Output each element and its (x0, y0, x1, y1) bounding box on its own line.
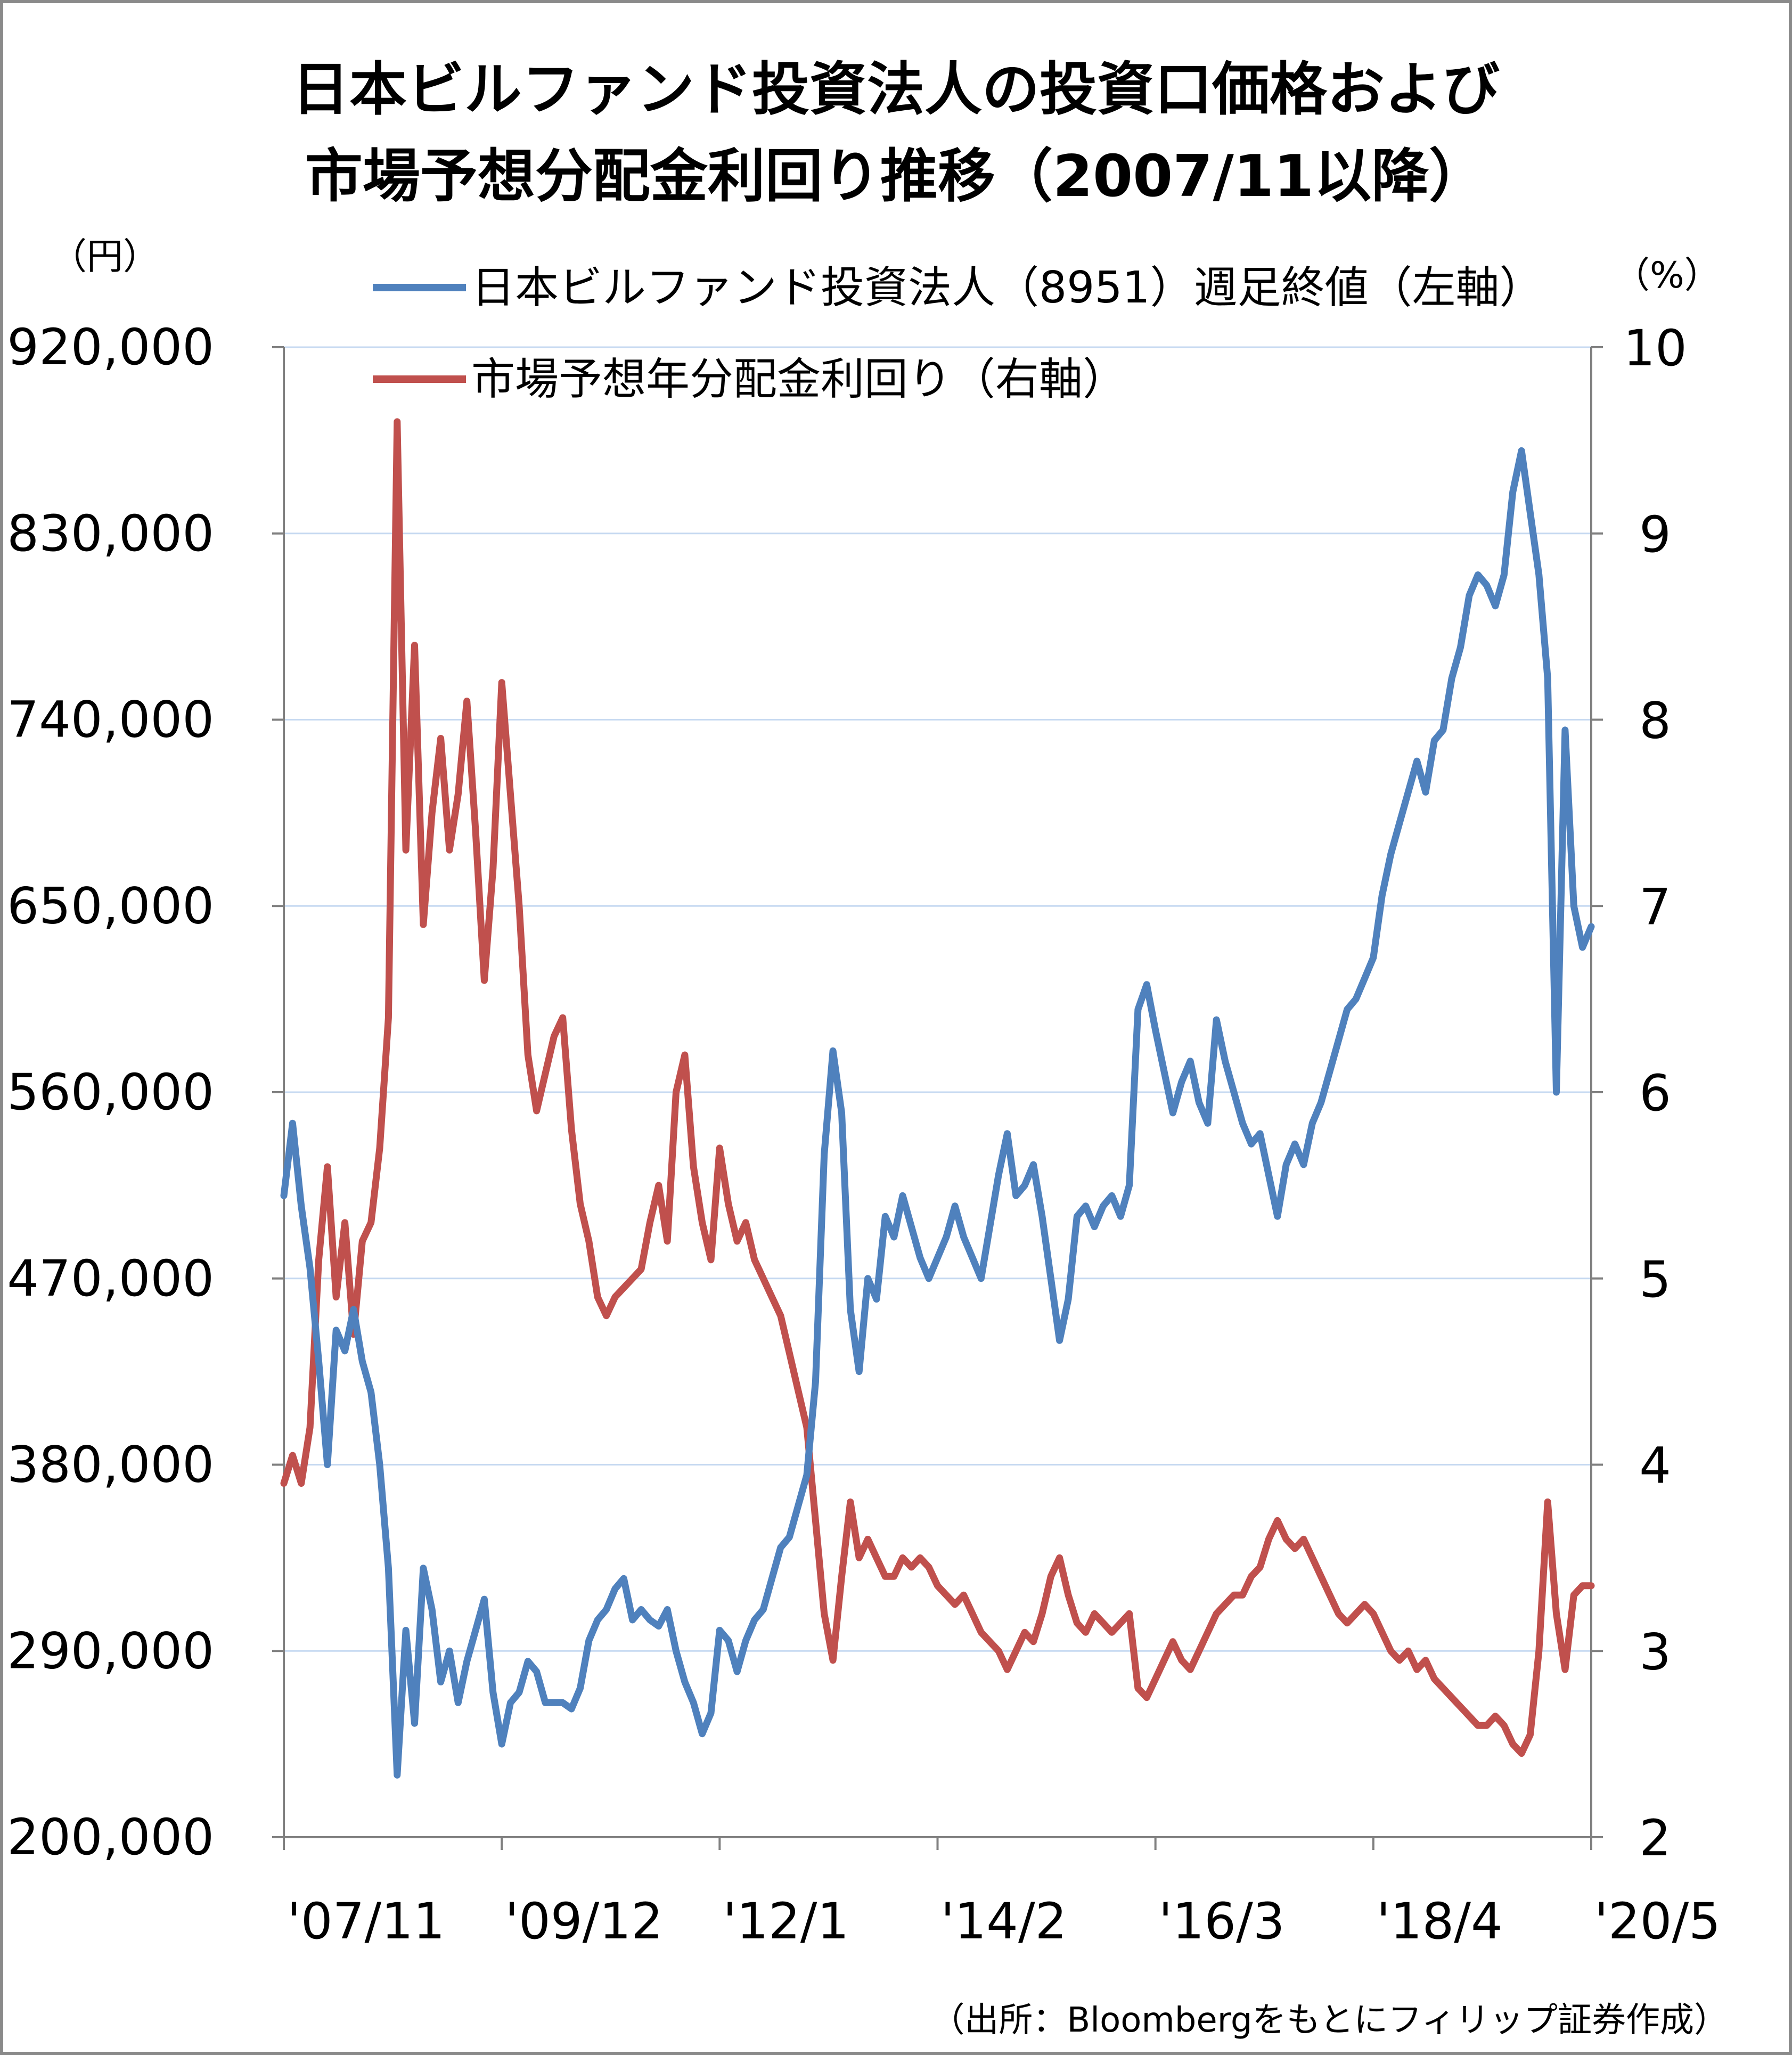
x-tick-label: '14/2 (941, 1893, 1067, 1951)
x-tick-label: '12/1 (723, 1893, 849, 1951)
chart-title-line1: 日本ビルファンド投資法人の投資口価格および (292, 56, 1500, 123)
x-tick-label: '16/3 (1159, 1893, 1285, 1951)
x-tick-label: '20/5 (1594, 1893, 1721, 1951)
gridlines (284, 346, 1591, 1652)
right-tick-label: 9 (1639, 506, 1671, 564)
right-tick-label: 4 (1639, 1437, 1671, 1495)
source-note: （出所：Bloombergをもとにフィリップ証券作成） (930, 2001, 1728, 2040)
left-tick-label: 650,000 (7, 877, 214, 935)
legend: 日本ビルファンド投資法人（8951）週足終値（左軸） 市場予想年分配金利回り（右… (373, 263, 1543, 405)
series-layer (280, 418, 1595, 1779)
right-tick-label: 7 (1639, 878, 1671, 936)
x-tick-label: '18/4 (1377, 1893, 1503, 1951)
series-line-yield (280, 418, 1595, 1757)
left-tick-label: 380,000 (7, 1436, 214, 1494)
series-line-price (280, 447, 1595, 1779)
legend-label-yield: 市場予想年分配金利回り（右軸） (471, 354, 1126, 405)
left-tick-label: 200,000 (7, 1808, 214, 1866)
left-tick-label: 560,000 (7, 1063, 214, 1121)
right-axis-unit: （%） (1614, 255, 1721, 297)
right-tick-label: 3 (1639, 1623, 1671, 1681)
x-tick-label: '07/11 (287, 1893, 445, 1951)
right-tick-label: 5 (1639, 1251, 1671, 1309)
right-tick-label: 10 (1623, 320, 1687, 378)
left-tick-label: 470,000 (7, 1250, 214, 1308)
right-tick-label: 2 (1639, 1810, 1671, 1868)
left-tick-label: 920,000 (7, 318, 214, 376)
left-tick-label: 290,000 (7, 1622, 214, 1680)
legend-label-price: 日本ビルファンド投資法人（8951）週足終値（左軸） (471, 263, 1543, 313)
left-axis-unit: （円） (51, 236, 159, 278)
left-tick-label: 740,000 (7, 691, 214, 749)
left-tick-label: 830,000 (7, 505, 214, 563)
right-axis-ticks: 2 3 4 5 6 7 8 9 10 (1591, 320, 1687, 1868)
right-tick-label: 8 (1639, 692, 1671, 750)
left-axis-ticks: 200,000 290,000 380,000 470,000 560,000 650,0… (7, 318, 284, 1866)
x-tick-label: '09/12 (505, 1893, 663, 1951)
right-tick-label: 6 (1639, 1065, 1671, 1123)
x-axis-ticks: '07/11 '09/12 '12/1 '14/2 '16/3 '18/4 '20/5 (283, 1837, 1721, 1951)
chart-title-line2: 市場予想分配金利回り推移（2007/11以降） (305, 143, 1486, 210)
